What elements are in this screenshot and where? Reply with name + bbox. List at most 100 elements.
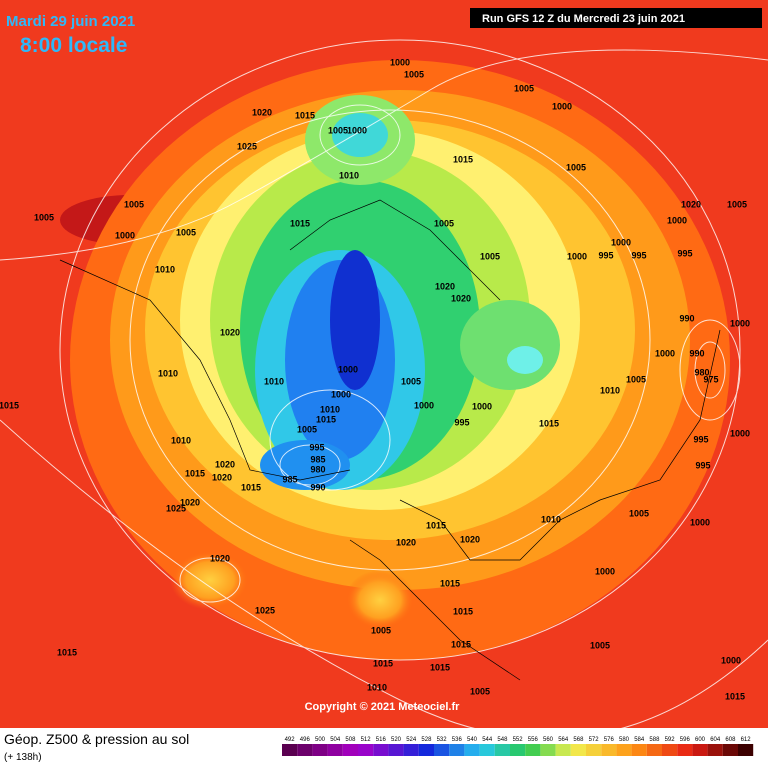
- colorbar-cell: [449, 744, 465, 756]
- colorbar-cell: [342, 744, 358, 756]
- isobar-label: 1020: [212, 472, 232, 482]
- isobar-label: 1025: [255, 605, 275, 615]
- isobar-label: 1015: [290, 218, 310, 228]
- colorbar-cell: [677, 744, 693, 756]
- colorbar-label: 608: [725, 737, 736, 743]
- colorbar-label: 572: [589, 737, 600, 743]
- isobar-label: 1000: [595, 566, 615, 576]
- isobar-label: 1010: [367, 682, 387, 692]
- colorbar-cell: [510, 744, 526, 756]
- isobar-label: 1000: [567, 251, 587, 261]
- colorbar-label: 604: [710, 737, 721, 743]
- isobar-label: 1005: [34, 212, 54, 222]
- isobar-label: 995: [454, 417, 469, 427]
- colorbar-cell: [692, 744, 708, 756]
- isobar-label: 995: [693, 434, 708, 444]
- isobar-label: 1005: [590, 640, 610, 650]
- colorbar-cell: [312, 744, 328, 756]
- isobar-label: 1015: [451, 639, 471, 649]
- isobar-label: 1000: [115, 230, 135, 240]
- isobar-label: 1010: [320, 404, 340, 414]
- colorbar-label: 532: [437, 737, 448, 743]
- colorbar-cell: [646, 744, 662, 756]
- colorbar-cell: [662, 744, 678, 756]
- colorbar-cell: [434, 744, 450, 756]
- colorbar-cell: [722, 744, 738, 756]
- colorbar-cell: [373, 744, 389, 756]
- colorbar-label: 588: [649, 737, 660, 743]
- coastlines: [59, 199, 721, 681]
- footer-title: Géop. Z500 & pression au sol: [4, 731, 189, 747]
- colorbar-cell: [358, 744, 374, 756]
- isobar-label: 1000: [347, 125, 367, 135]
- isobar-label: 1025: [166, 503, 186, 513]
- isobar-label: 1010: [155, 264, 175, 274]
- colorbar-label: 560: [543, 737, 554, 743]
- isobar-label: 980: [694, 367, 709, 377]
- isobar-label: 1005: [328, 125, 348, 135]
- high-area: [170, 550, 250, 610]
- isobar-label: 1005: [480, 251, 500, 261]
- colorbar-cell: [601, 744, 617, 756]
- run-info: Run GFS 12 Z du Mercredi 23 juin 2021: [482, 13, 685, 25]
- colorbar-cell: [494, 744, 510, 756]
- isobar-label: 1015: [0, 400, 19, 410]
- run-box: [470, 8, 762, 28]
- isobar-label: 1000: [338, 364, 358, 374]
- colorbar-label: 524: [406, 737, 417, 743]
- colorbar-cell: [616, 744, 632, 756]
- colorbar-label: 536: [452, 737, 463, 743]
- isobar-label: 1005: [404, 69, 424, 79]
- isobar-label: 1020: [210, 553, 230, 563]
- isobar-label: 1020: [180, 497, 200, 507]
- isobar-label: 1020: [220, 327, 240, 337]
- isobar-label: 1015: [241, 482, 261, 492]
- isobar-label: 1005: [629, 508, 649, 518]
- isobar-label: 1020: [681, 199, 701, 209]
- colorbar-cell: [297, 744, 313, 756]
- isobar-label: 995: [631, 250, 646, 260]
- isobar-label: 1000: [414, 400, 434, 410]
- isobar-label: 1015: [453, 154, 473, 164]
- isobar-label: 1000: [552, 101, 572, 111]
- time: 8:00 locale: [20, 34, 127, 57]
- colorbar-label: 600: [695, 737, 706, 743]
- colorbar-label: 496: [300, 737, 311, 743]
- colorbar-cell: [707, 744, 723, 756]
- isobar-label: 1000: [331, 389, 351, 399]
- isobar-label: 1005: [401, 376, 421, 386]
- isobar-label: 1000: [390, 57, 410, 67]
- isobar-label: 1015: [316, 414, 336, 424]
- copyright: Copyright © 2021 Meteociel.fr: [305, 701, 461, 713]
- isobar-label: 1015: [373, 658, 393, 668]
- colorbar-label: 612: [741, 737, 752, 743]
- colorbar-label: 596: [680, 737, 691, 743]
- isobar-label: 995: [598, 250, 613, 260]
- isobar-label: 1020: [396, 537, 416, 547]
- isobar-label: 1005: [470, 686, 490, 696]
- isobar-label: 1005: [176, 227, 196, 237]
- colorbar-label: 544: [482, 737, 493, 743]
- colorbar-cell: [631, 744, 647, 756]
- isobar-label: 995: [695, 460, 710, 470]
- isobar-label: 1010: [541, 514, 561, 524]
- colorbar-cell: [525, 744, 541, 756]
- isobar-label: 1020: [451, 293, 471, 303]
- colorbar-cell: [540, 744, 556, 756]
- isobar-label: 1000: [655, 348, 675, 358]
- isobar-label: 1015: [295, 110, 315, 120]
- colorbar-label: 564: [558, 737, 569, 743]
- isobar-label: 1010: [158, 368, 178, 378]
- high-area: [345, 570, 415, 630]
- colorbar-cell: [327, 744, 343, 756]
- colorbar-cell: [479, 744, 495, 756]
- isobar-label: 975: [703, 374, 718, 384]
- colorbar-label: 568: [573, 737, 584, 743]
- isobar-label: 1000: [472, 401, 492, 411]
- isobar-label: 1005: [727, 199, 747, 209]
- colorbar-label: 516: [376, 737, 387, 743]
- isobar-label: 1020: [215, 459, 235, 469]
